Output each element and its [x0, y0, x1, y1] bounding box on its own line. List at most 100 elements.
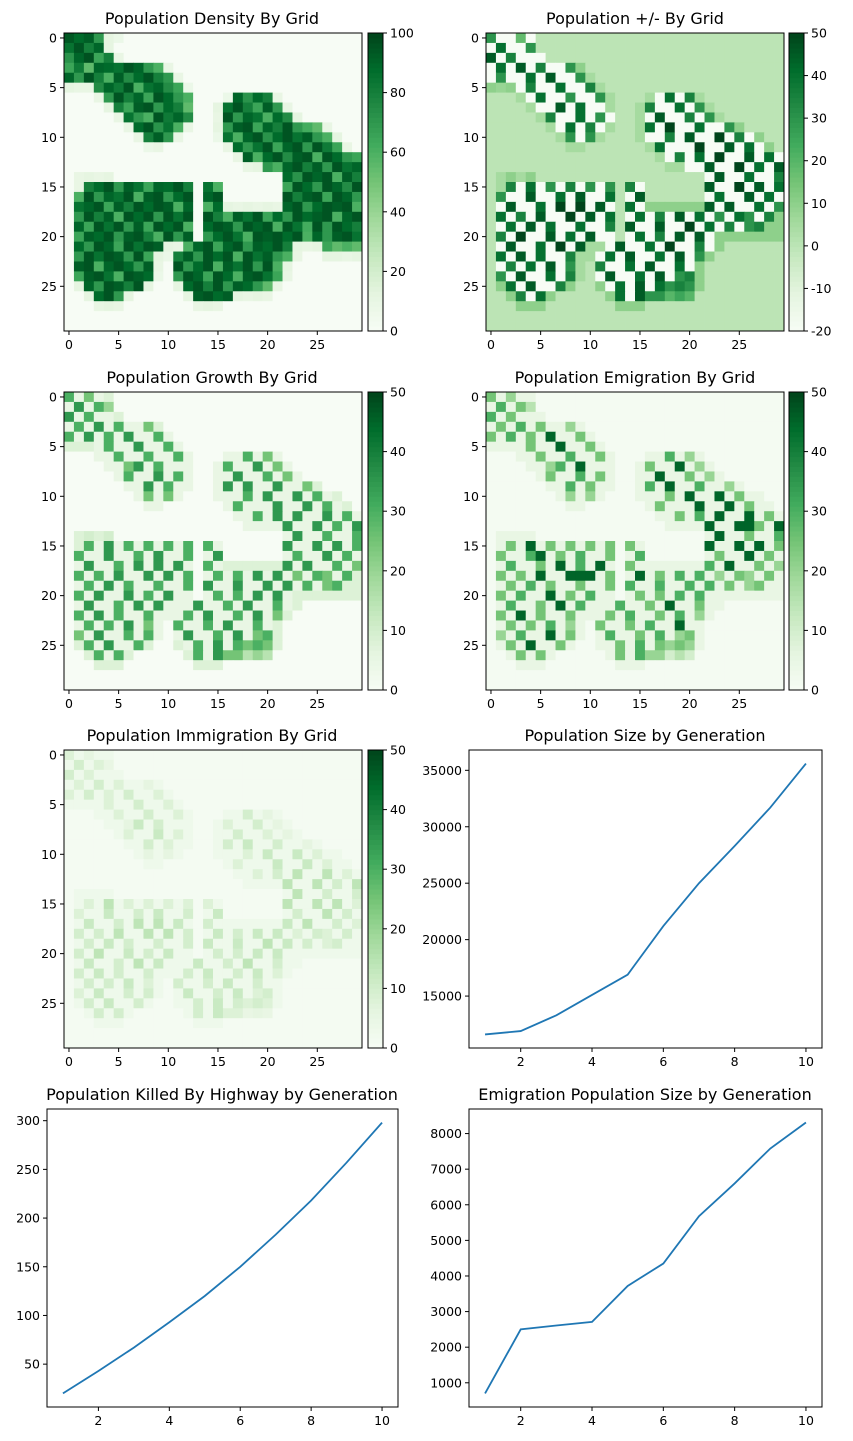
heatmap-cell: [272, 988, 283, 999]
heatmap-cell: [744, 82, 755, 93]
heatmap-cell: [302, 660, 313, 671]
heatmap-cell: [754, 580, 765, 592]
colorbar-segment: [789, 531, 804, 537]
heatmap-cell: [123, 231, 134, 242]
heatmap-cell: [352, 670, 363, 681]
heatmap-cell: [342, 620, 353, 631]
heatmap-cell: [143, 869, 154, 880]
heatmap-cell: [585, 630, 596, 641]
heatmap-cell: [734, 42, 745, 54]
heatmap-cell: [774, 62, 785, 74]
heatmap-cell: [505, 191, 517, 203]
heatmap-cell: [64, 82, 75, 93]
heatmap-cell: [744, 401, 755, 413]
heatmap-cell: [242, 899, 254, 910]
colorbar-segment: [789, 461, 804, 467]
heatmap-cell: [163, 600, 174, 611]
heatmap-cell: [153, 112, 164, 123]
heatmap-cell: [505, 52, 517, 64]
heatmap-cell: [302, 501, 313, 512]
heatmap-cell: [684, 421, 695, 433]
heatmap-cell: [242, 281, 254, 292]
heatmap-cell: [595, 471, 606, 482]
heatmap-cell: [282, 580, 293, 592]
colorbar-segment: [789, 570, 804, 577]
heatmap-cell: [625, 33, 636, 44]
heatmap-cell: [232, 231, 244, 242]
heatmap-cell: [133, 660, 144, 671]
heatmap-cell: [505, 142, 517, 153]
heatmap-cell: [193, 271, 204, 282]
heatmap-cell: [332, 231, 343, 242]
heatmap-cell: [486, 580, 497, 592]
heatmap-cell: [495, 261, 507, 272]
heatmap-cell: [242, 471, 254, 482]
heatmap-cell: [495, 62, 507, 74]
heatmap-cell: [83, 52, 95, 64]
heatmap-cell: [262, 481, 273, 492]
heatmap-cell: [704, 392, 715, 403]
heatmap-cell: [93, 580, 105, 592]
heatmap-cell: [615, 550, 626, 562]
heatmap-cell: [232, 531, 244, 542]
heatmap-cell: [585, 82, 596, 93]
heatmap-cell: [232, 899, 244, 910]
heatmap-cell: [73, 132, 85, 143]
heatmap-cell: [555, 521, 566, 532]
heatmap-cell: [525, 72, 537, 84]
heatmap-cell: [342, 560, 353, 572]
heatmap-cell: [774, 560, 785, 572]
heatmap-cell: [694, 301, 705, 312]
heatmap-cell: [332, 182, 343, 193]
heatmap-cell: [222, 132, 234, 143]
colorbar-tick-label: 10: [811, 623, 827, 638]
heatmap-cell: [714, 291, 725, 302]
colorbar-segment: [789, 172, 804, 178]
heatmap-cell: [525, 221, 537, 233]
heatmap-cell: [644, 481, 656, 492]
heatmap-cell: [505, 201, 517, 213]
colorbar-segment: [368, 521, 383, 527]
heatmap-cell: [486, 550, 497, 562]
heatmap-cell: [143, 809, 154, 820]
heatmap-cell: [143, 750, 154, 761]
colorbar-segment: [368, 804, 383, 811]
heatmap-cell: [744, 590, 755, 601]
heatmap-cell: [644, 172, 656, 183]
heatmap-cell: [173, 958, 184, 969]
heatmap-cell: [183, 461, 194, 472]
heatmap-cell: [525, 122, 537, 133]
heatmap-cells: [64, 33, 363, 332]
heatmap-cell: [262, 630, 273, 641]
heatmap-cell: [73, 958, 85, 969]
heatmap-cell: [332, 33, 343, 44]
heatmap-cell: [213, 311, 224, 322]
heatmap-cell: [774, 521, 785, 532]
heatmap-cell: [232, 441, 244, 452]
heatmap-cell: [222, 191, 234, 203]
heatmap-cell: [83, 102, 95, 113]
heatmap-cell: [143, 988, 154, 999]
heatmap-cell: [312, 948, 323, 959]
heatmap-cell: [292, 819, 303, 830]
heatmap-cell: [272, 501, 283, 512]
colorbar-segment: [789, 456, 804, 463]
heatmap-cell: [193, 182, 204, 193]
heatmap-cell: [704, 481, 715, 492]
heatmap-cell: [73, 968, 85, 979]
heatmap-cell: [352, 102, 363, 113]
heatmap-cell: [714, 680, 725, 691]
heatmap-cell: [754, 311, 765, 322]
y-tick-label: 10: [41, 847, 57, 862]
heatmap-cell: [714, 580, 725, 592]
heatmap-cell: [133, 750, 144, 761]
heatmap-cell: [242, 570, 254, 582]
heatmap-cell: [322, 819, 333, 830]
heatmap-cell: [525, 271, 537, 282]
heatmap-cell: [635, 630, 646, 641]
heatmap-cell: [222, 311, 234, 322]
heatmap-cell: [242, 968, 254, 979]
heatmap-cell: [764, 590, 775, 601]
heatmap-cell: [153, 779, 164, 791]
heatmap-cell: [143, 978, 154, 989]
